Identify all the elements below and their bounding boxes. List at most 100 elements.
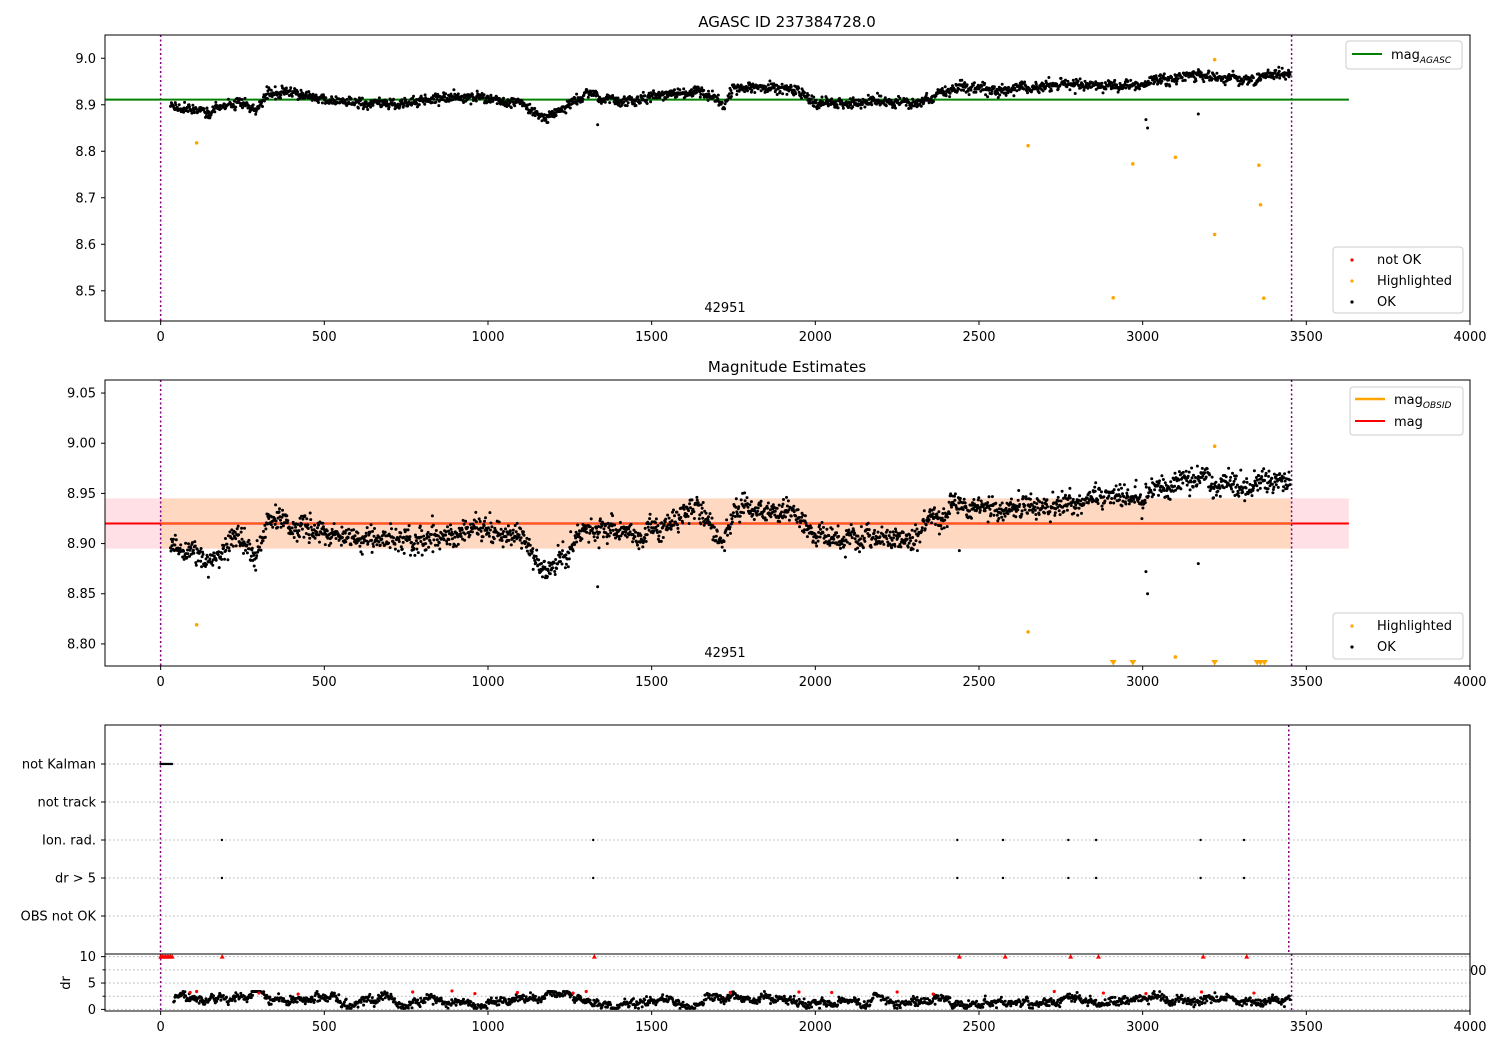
ok-point xyxy=(756,87,760,91)
ok-point xyxy=(675,95,679,98)
ok-point xyxy=(1218,486,1222,490)
ok-point xyxy=(898,531,902,535)
ok-point xyxy=(644,540,648,543)
ok-point xyxy=(576,523,580,527)
ok-point xyxy=(1158,73,1162,77)
ok-point xyxy=(634,104,638,107)
ok-point xyxy=(820,95,824,99)
ok-point xyxy=(546,121,550,124)
ok-point xyxy=(686,514,690,518)
ok-point xyxy=(957,549,961,553)
ok-point xyxy=(726,98,729,102)
ok-point xyxy=(340,525,344,529)
ok-point xyxy=(748,83,752,86)
ok-point xyxy=(675,510,679,514)
ok-point xyxy=(264,527,268,531)
ok-point xyxy=(1265,490,1269,494)
ok-point xyxy=(1275,473,1279,477)
ok-point xyxy=(468,533,472,537)
ok-point xyxy=(193,540,197,544)
ok-point xyxy=(249,554,253,558)
ok-point xyxy=(659,539,663,543)
ok-point xyxy=(716,97,720,101)
dr-point xyxy=(215,999,219,1003)
ok-point xyxy=(556,543,560,547)
ok-point xyxy=(1192,473,1195,477)
ok-point xyxy=(430,101,434,104)
ok-point xyxy=(1232,482,1235,486)
ok-point xyxy=(825,97,829,101)
ok-point xyxy=(432,538,436,542)
ok-point xyxy=(593,539,597,543)
ok-point xyxy=(1280,479,1284,483)
ok-point xyxy=(1269,479,1272,483)
ok-point xyxy=(998,503,1002,507)
ok-point xyxy=(1038,500,1042,504)
ok-point xyxy=(1064,493,1067,497)
ok-point xyxy=(1023,80,1027,84)
ok-point xyxy=(822,525,825,529)
ok-point xyxy=(1134,478,1138,482)
ok-point xyxy=(682,87,686,91)
ok-point xyxy=(1173,471,1177,475)
magnitude-estimates-panel: Magnitude Estimates 42951 0 500 1000 1500 20… xyxy=(67,358,1487,690)
ok-point xyxy=(1074,506,1078,510)
ok-point xyxy=(909,106,913,110)
ok-point xyxy=(984,93,988,97)
ok-point xyxy=(1086,501,1090,505)
ok-point xyxy=(962,497,966,501)
ok-point xyxy=(193,544,197,548)
p1-xtick-label: 1000 xyxy=(471,330,504,345)
ok-point xyxy=(571,549,575,553)
ok-point xyxy=(1121,492,1124,496)
ok-point xyxy=(1283,479,1287,483)
ok-point xyxy=(697,503,701,507)
legend-marker-black xyxy=(1350,645,1354,649)
ok-point xyxy=(927,518,931,522)
ok-point xyxy=(787,518,791,522)
ok-point xyxy=(577,532,581,536)
ok-point xyxy=(784,515,787,519)
ok-point xyxy=(826,542,830,546)
ok-point xyxy=(631,540,635,544)
ok-point xyxy=(469,102,473,106)
ok-point xyxy=(845,540,849,544)
ok-point xyxy=(1141,506,1145,510)
ok-point xyxy=(263,535,267,539)
ok-point xyxy=(1076,513,1080,517)
ok-point xyxy=(1210,77,1214,81)
ok-point xyxy=(782,498,785,501)
dr-point xyxy=(304,999,308,1003)
ok-point xyxy=(182,557,186,561)
ok-point xyxy=(587,93,591,97)
ok-point xyxy=(799,519,803,523)
ok-point xyxy=(1100,504,1104,508)
ok-point xyxy=(830,97,834,101)
ok-point xyxy=(699,92,703,96)
ok-point xyxy=(1248,482,1252,486)
dr-point xyxy=(288,994,292,998)
highlighted-point xyxy=(1131,162,1135,166)
ok-point xyxy=(460,528,464,532)
ok-point xyxy=(1251,76,1255,80)
ok-point xyxy=(806,93,810,97)
ok-point xyxy=(1119,495,1122,498)
ok-point xyxy=(958,496,962,500)
ok-point xyxy=(1260,469,1264,473)
ok-point xyxy=(1180,76,1184,79)
ok-point xyxy=(1068,496,1072,500)
ok-point xyxy=(234,537,238,541)
ok-point xyxy=(1271,491,1275,495)
ok-point xyxy=(589,517,593,521)
ok-point xyxy=(741,88,745,92)
ok-point xyxy=(646,525,650,529)
ok-point xyxy=(1047,85,1051,89)
ok-point xyxy=(543,565,547,569)
ok-point xyxy=(451,532,455,536)
ok-point xyxy=(434,529,438,532)
ok-point xyxy=(596,123,600,127)
ok-point xyxy=(500,539,504,542)
ok-point xyxy=(1162,72,1166,76)
ok-point xyxy=(427,545,431,549)
ok-point xyxy=(1198,481,1202,485)
